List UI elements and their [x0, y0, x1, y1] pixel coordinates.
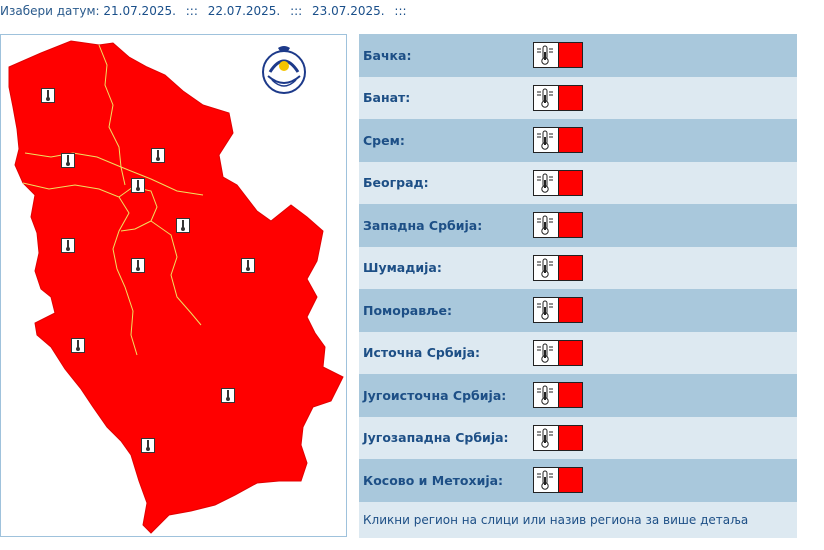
jugozapadna-srbija-marker[interactable]: [71, 338, 85, 353]
region-row[interactable]: Банат:: [359, 76, 797, 119]
region-name-link[interactable]: Источна Србија:: [363, 345, 481, 361]
warning-level-red: [559, 340, 582, 365]
date-link-1[interactable]: 21.07.2025.: [103, 4, 176, 18]
jugoistocna-srbija-marker[interactable]: [221, 388, 235, 403]
region-name-link[interactable]: Поморавље:: [363, 302, 453, 318]
warning-level-red: [559, 43, 582, 67]
region-row[interactable]: Срем:: [359, 119, 797, 162]
thermometer-icon: [534, 128, 559, 152]
thermometer-icon: [534, 298, 559, 322]
region-name-link[interactable]: Београд:: [363, 175, 429, 191]
date-link-3[interactable]: 23.07.2025.: [312, 4, 385, 18]
serbia-warning-map: [0, 34, 347, 537]
thermometer-icon: [534, 340, 559, 365]
date-selector-label: Изабери датум:: [0, 4, 100, 18]
region-name-link[interactable]: Косово и Метохија:: [363, 472, 504, 488]
rhmz-logo: [258, 44, 310, 96]
thermometer-icon: [534, 43, 559, 67]
region-warning-table: Бачка: Банат: Срем: Београд: Западна Србија:…: [359, 34, 797, 538]
region-border-backa-banat: [98, 44, 126, 186]
warning-indicator[interactable]: [533, 382, 583, 408]
warning-indicator[interactable]: [533, 339, 583, 366]
date-selector: Изабери датум: 21.07.2025. ::: 22.07.202…: [0, 4, 413, 18]
instruction-text: Кликни регион на слици или назив региона…: [359, 501, 797, 538]
region-border-pomoravlje: [150, 220, 202, 326]
warning-indicator[interactable]: [533, 127, 583, 153]
istocna-srbija-marker[interactable]: [241, 258, 255, 273]
warning-level-red: [559, 128, 582, 152]
region-row[interactable]: Поморавље:: [359, 289, 797, 332]
region-map-svg[interactable]: [1, 35, 346, 536]
warning-indicator[interactable]: [533, 424, 583, 451]
region-row[interactable]: Београд:: [359, 161, 797, 204]
thermometer-icon: [534, 255, 559, 280]
warning-indicator[interactable]: [533, 212, 583, 238]
region-name-link[interactable]: Југоисточна Србија:: [363, 387, 507, 403]
warning-indicator[interactable]: [533, 84, 583, 111]
region-row[interactable]: Бачка:: [359, 34, 797, 77]
warning-indicator[interactable]: [533, 254, 583, 281]
thermometer-icon: [534, 383, 559, 407]
warning-indicator[interactable]: [533, 42, 583, 68]
date-separator: :::: [185, 4, 198, 18]
date-link-2[interactable]: 22.07.2025.: [207, 4, 281, 18]
region-row[interactable]: Источна Србија:: [359, 331, 797, 374]
srem-marker[interactable]: [61, 153, 75, 168]
warning-indicator[interactable]: [533, 297, 583, 323]
banat-marker[interactable]: [151, 148, 165, 163]
warning-level-red: [559, 170, 582, 195]
sumadija-marker[interactable]: [131, 258, 145, 273]
region-border-vojvodina-south: [24, 152, 204, 196]
thermometer-icon: [534, 170, 559, 195]
region-row[interactable]: Шумадија:: [359, 246, 797, 289]
region-name-link[interactable]: Срем:: [363, 132, 405, 148]
warning-level-red: [559, 383, 582, 407]
warning-level-red: [559, 468, 582, 492]
serbia-region-shape[interactable]: [8, 40, 344, 534]
zapadna-srbija-marker-north[interactable]: [61, 238, 75, 253]
thermometer-icon: [534, 425, 559, 450]
kosovo-marker[interactable]: [141, 438, 155, 453]
region-name-link[interactable]: Западна Србија:: [363, 217, 483, 233]
date-separator: :::: [394, 4, 407, 18]
warning-level-red: [559, 213, 582, 237]
warning-indicator[interactable]: [533, 169, 583, 196]
beograd-marker[interactable]: [131, 178, 145, 193]
region-border-sumadija: [116, 268, 138, 356]
pomoravlje-marker[interactable]: [176, 218, 190, 233]
region-name-link[interactable]: Бачка:: [363, 47, 412, 63]
warning-level-red: [559, 85, 582, 110]
warning-level-red: [559, 255, 582, 280]
thermometer-icon: [534, 85, 559, 110]
thermometer-icon: [534, 468, 559, 492]
region-name-link[interactable]: Југозападна Србија:: [363, 430, 509, 446]
thermometer-icon: [534, 213, 559, 237]
region-name-link[interactable]: Шумадија:: [363, 260, 442, 276]
date-separator: :::: [290, 4, 303, 18]
region-row[interactable]: Косово и Метохија:: [359, 459, 797, 502]
region-row[interactable]: Југозападна Србија:: [359, 416, 797, 459]
region-name-link[interactable]: Банат:: [363, 90, 411, 106]
region-row[interactable]: Западна Србија:: [359, 204, 797, 247]
region-row[interactable]: Југоисточна Србија:: [359, 374, 797, 417]
warning-level-red: [559, 425, 582, 450]
warning-indicator[interactable]: [533, 467, 583, 493]
warning-level-red: [559, 298, 582, 322]
backa-marker[interactable]: [41, 88, 55, 103]
